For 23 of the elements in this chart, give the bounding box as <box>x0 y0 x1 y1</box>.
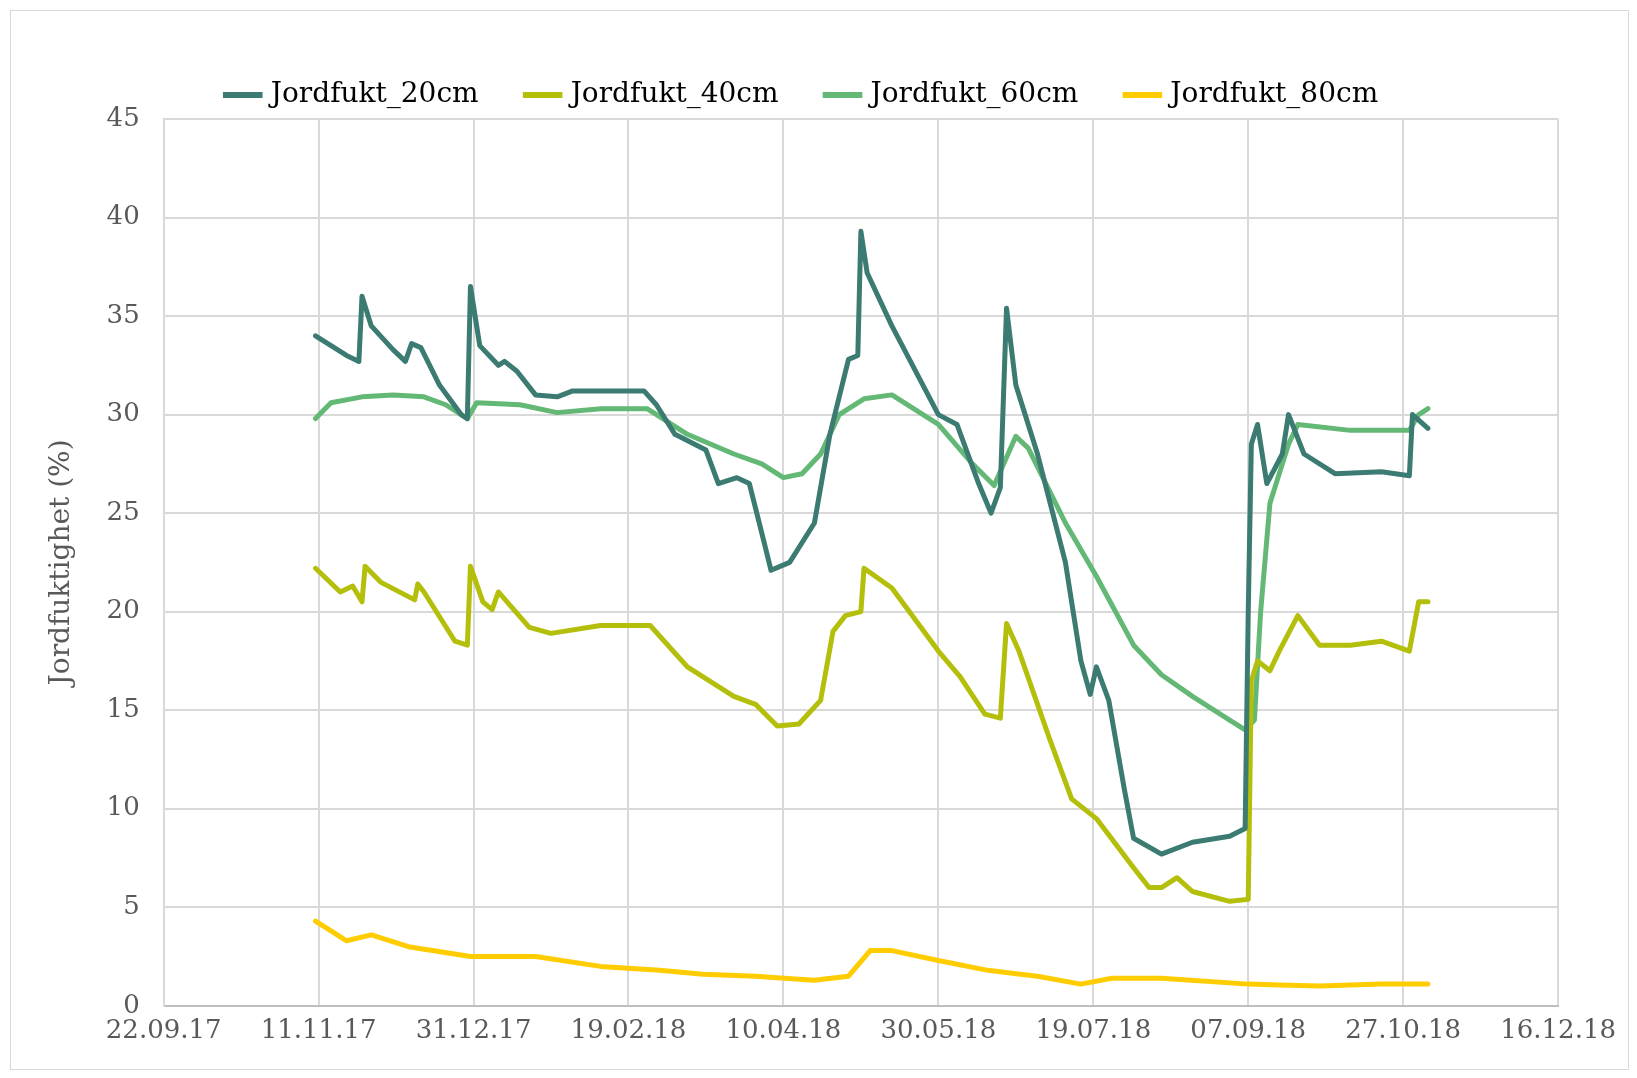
y-tick-label: 10 <box>106 791 140 822</box>
x-tick-label: 11.11.17 <box>260 1014 377 1045</box>
x-tick-label: 19.07.18 <box>1035 1014 1152 1045</box>
y-tick-label: 45 <box>106 101 140 132</box>
y-tick-label: 35 <box>106 298 140 329</box>
y-tick-label: 20 <box>106 594 140 625</box>
y-tick-label: 25 <box>106 495 140 526</box>
x-tick-label: 07.09.18 <box>1190 1014 1307 1045</box>
y-tick-label: 40 <box>106 200 140 231</box>
x-tick-label: 16.12.18 <box>1500 1014 1616 1045</box>
y-tick-label: 30 <box>106 397 140 428</box>
y-tick-label: 5 <box>123 890 140 921</box>
y-axis-title: Jordfuktighet (%) <box>43 439 77 689</box>
legend-label: Jordfukt_60cm <box>867 76 1079 110</box>
legend-label: Jordfukt_20cm <box>267 76 479 110</box>
legend-label: Jordfukt_80cm <box>1167 76 1379 110</box>
x-tick-label: 27.10.18 <box>1345 1014 1462 1045</box>
x-tick-label: 30.05.18 <box>880 1014 997 1045</box>
x-tick-label: 10.04.18 <box>725 1014 842 1045</box>
y-tick-label: 15 <box>106 692 140 723</box>
x-tick-label: 31.12.17 <box>415 1014 532 1045</box>
legend-label: Jordfukt_40cm <box>567 76 779 110</box>
x-tick-label: 19.02.18 <box>570 1014 687 1045</box>
